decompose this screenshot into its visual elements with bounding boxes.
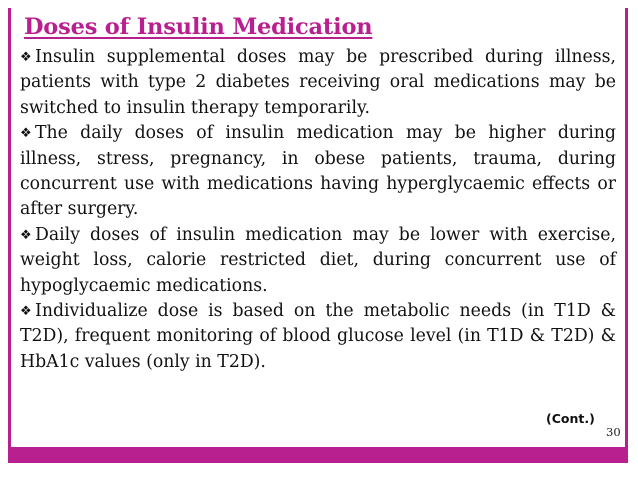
diamond-bullet-icon: ❖: [20, 50, 32, 65]
diamond-bullet-icon: ❖: [20, 304, 32, 320]
bullet-item: ❖ Daily doses of insulin medication may b…: [20, 223, 616, 299]
bullet-list: ❖ Insulin supplemental doses may be presc…: [20, 45, 616, 375]
bullet-text: Individualize dose is based on the metab…: [20, 301, 616, 372]
right-border-decoration: [625, 8, 628, 463]
diamond-bullet-icon: ❖: [20, 126, 32, 142]
slide-title: Doses of Insulin Medication: [24, 14, 373, 40]
bottom-bar-decoration: [8, 447, 628, 463]
bullet-text: The daily doses of insulin medication ma…: [20, 123, 616, 220]
bullet-item: ❖ Individualize dose is based on the meta…: [20, 299, 616, 375]
continued-label: (Cont.): [546, 411, 595, 426]
bullet-item: ❖ Insulin supplemental doses may be presc…: [20, 45, 616, 121]
bullet-item: ❖ The daily doses of insulin medication m…: [20, 121, 616, 223]
diamond-bullet-icon: ❖: [20, 227, 32, 243]
left-border-decoration: [8, 8, 11, 463]
bullet-text: Insulin supplemental doses may be prescr…: [20, 47, 616, 118]
page-number: 30: [606, 425, 621, 439]
bullet-text: Daily doses of insulin medication may be…: [20, 224, 616, 296]
